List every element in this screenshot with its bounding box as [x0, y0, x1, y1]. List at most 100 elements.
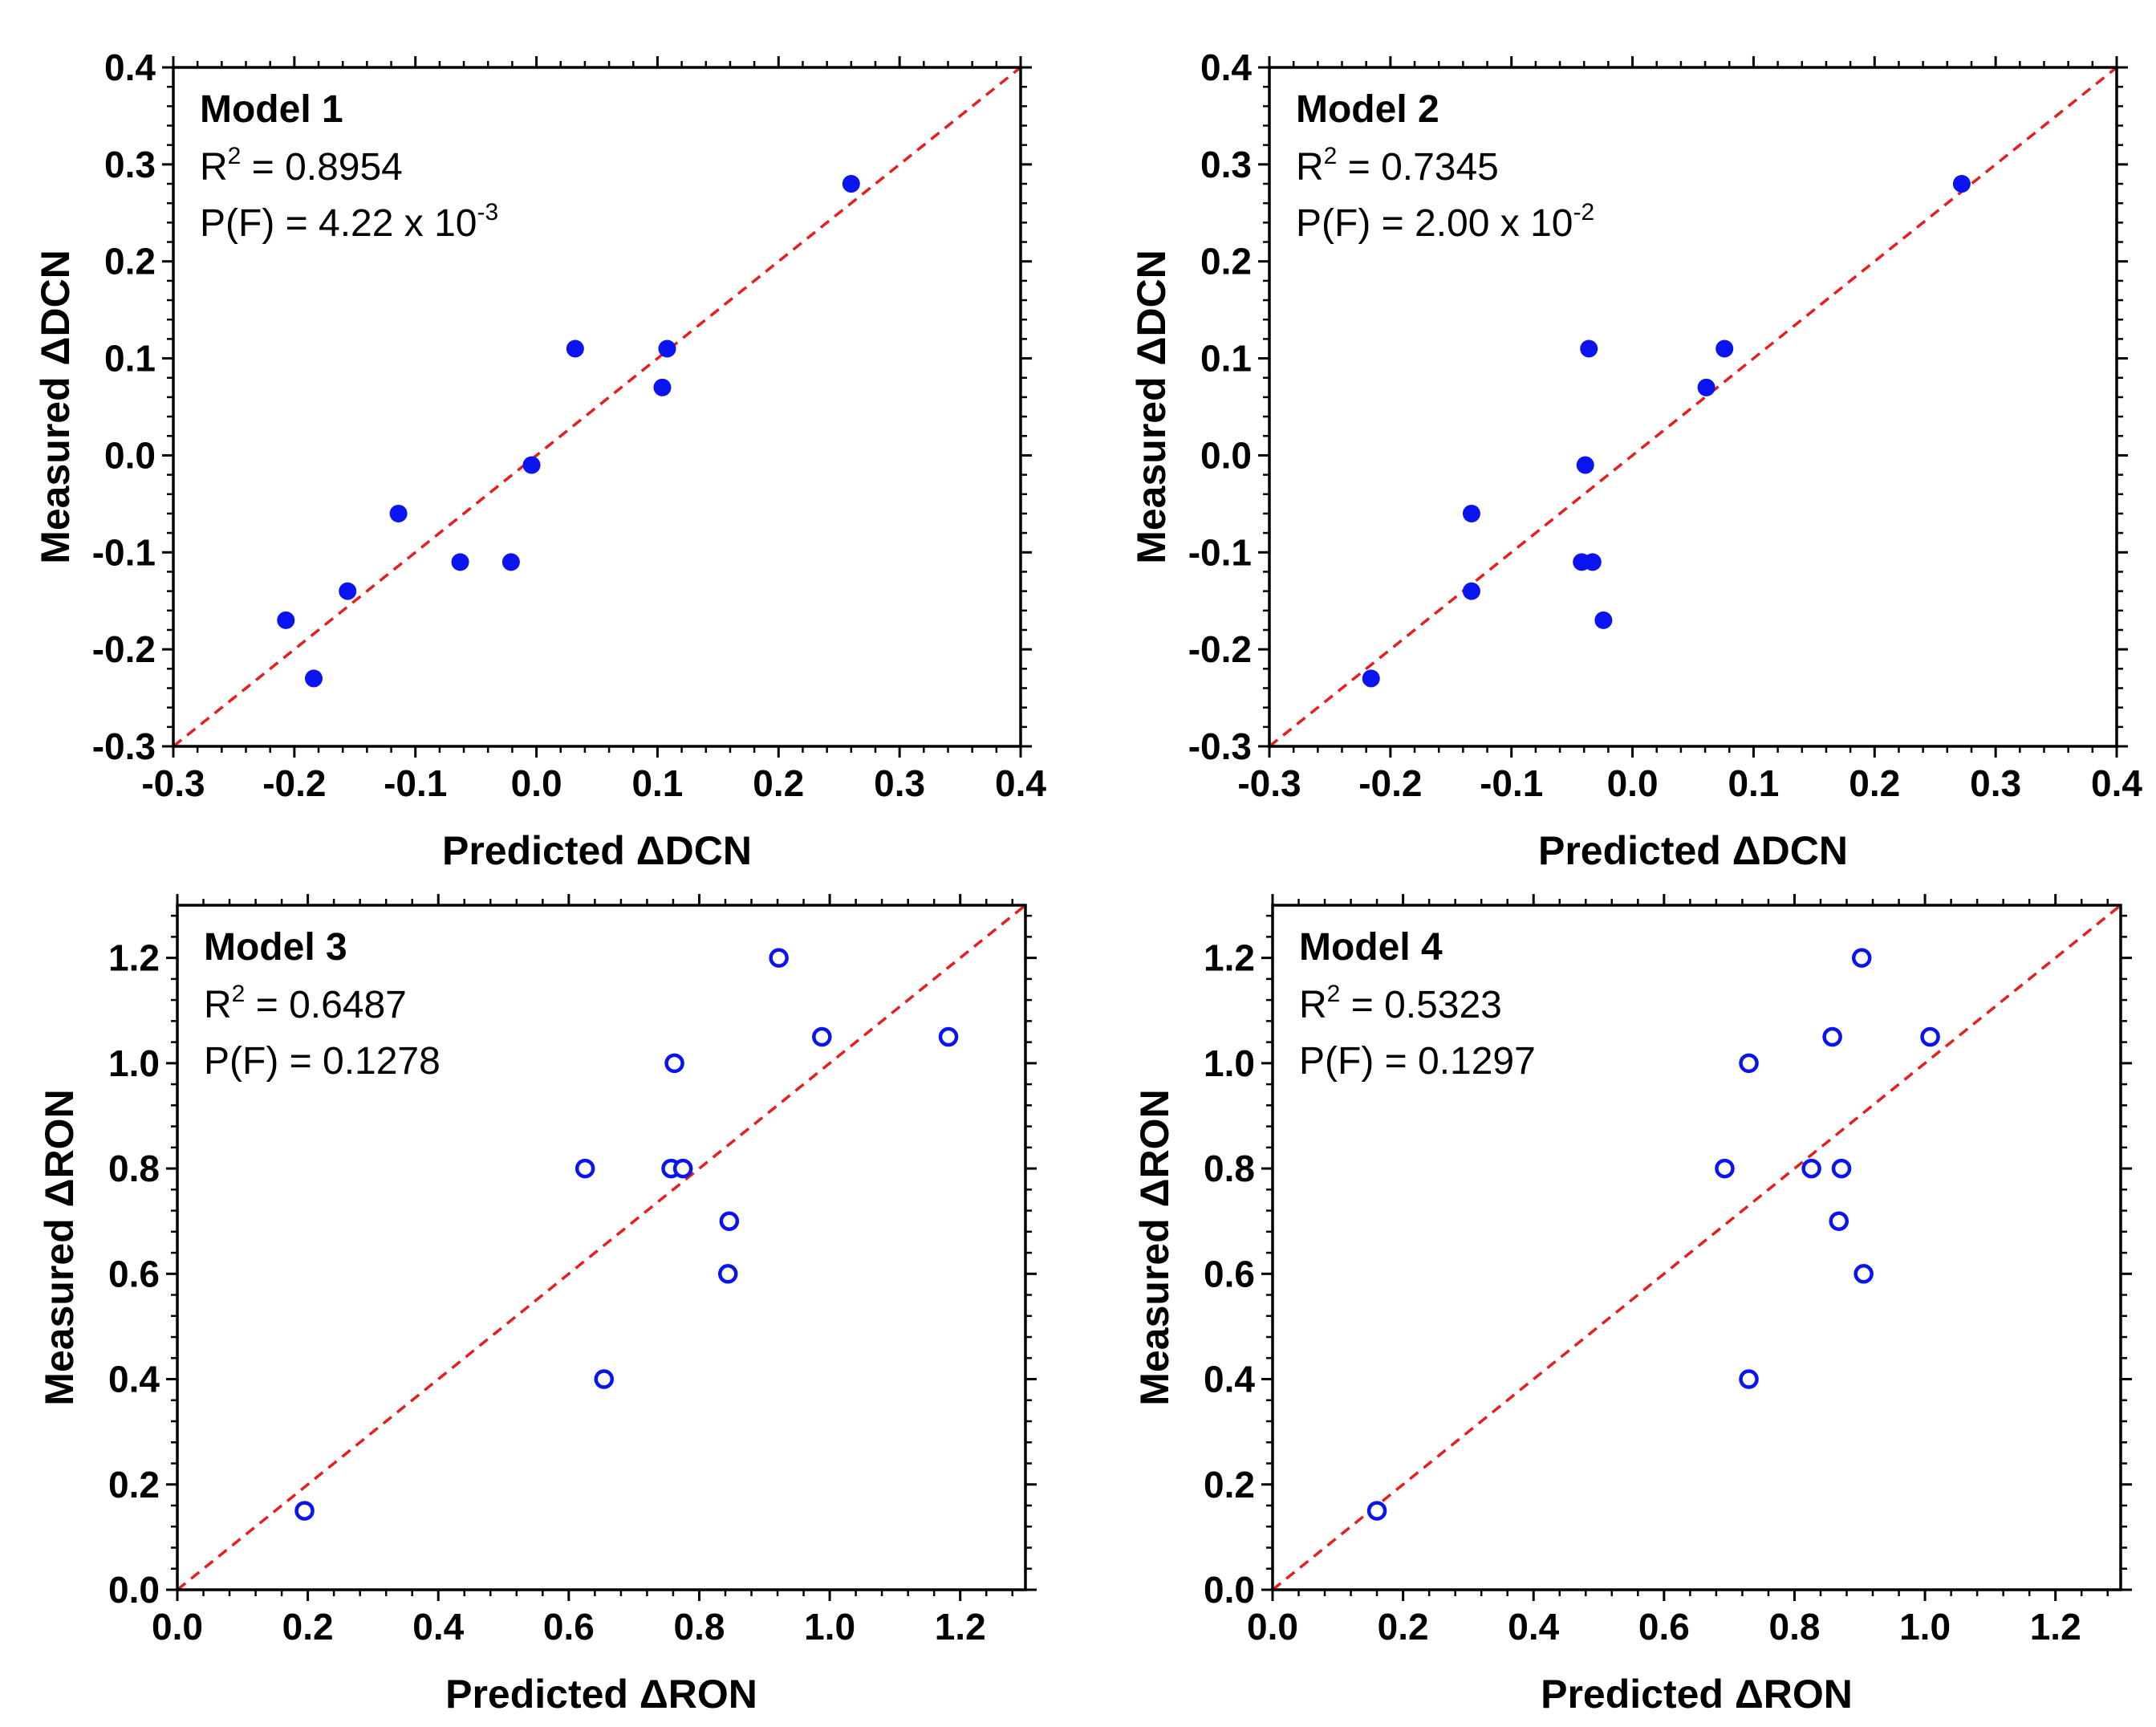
- x-tick-label: 1.2: [2030, 1606, 2081, 1648]
- r-squared-value: = 0.5323: [1340, 984, 1502, 1026]
- data-point: [653, 378, 672, 396]
- panel-4: 0.0 0.2 0.4 0.6 0.8 1.0 1.2 0.0 0.2 0.4 0.6 0.8 1.0 1…: [1132, 894, 2132, 1717]
- y-tick-label: 0.1: [104, 338, 156, 380]
- r-squared-text: R2 = 0.8954: [200, 143, 403, 189]
- x-tick-label: -0.3: [141, 762, 205, 804]
- r-squared-symbol: R: [204, 984, 232, 1026]
- pf-text: P(F) = 0.1278: [204, 1040, 441, 1083]
- r-squared-value: = 0.8954: [241, 146, 403, 189]
- y-tick-label: 0.0: [104, 434, 156, 476]
- data-point: [1829, 1211, 1849, 1231]
- y-tick-label: 0.1: [1200, 338, 1252, 380]
- pf-exponent: -3: [477, 199, 499, 226]
- data-point: [304, 669, 323, 688]
- x-tick-label: 0.8: [673, 1606, 725, 1648]
- data-point: [842, 175, 860, 193]
- panel-1: -0.3 -0.2 -0.1 0.0 0.1 0.2 0.3 0.4 -0.3 -0.2 -0.1 0…: [33, 47, 1046, 873]
- data-point: [594, 1369, 615, 1389]
- plot-frame: [172, 66, 1022, 748]
- y-tick-label: 0.3: [1200, 144, 1252, 185]
- model-label: Model 3: [204, 926, 347, 969]
- data-point: [389, 504, 408, 522]
- r-squared-superscript: 2: [228, 143, 242, 169]
- x-tick-label: -0.2: [1358, 762, 1422, 804]
- x-tick-label: 0.3: [874, 762, 925, 804]
- r-squared-symbol: R: [200, 146, 228, 189]
- data-point: [451, 553, 469, 571]
- y-tick-label: 0.2: [1204, 1464, 1255, 1506]
- x-tick-label: -0.1: [384, 762, 447, 804]
- data-point: [1697, 378, 1715, 396]
- x-axis-title: Predicted ΔDCN: [1538, 828, 1848, 873]
- x-tick-label: 0.4: [412, 1606, 464, 1648]
- data-point: [1920, 1026, 1940, 1047]
- pf-value: P(F) = 4.22 x 10: [200, 202, 477, 245]
- y-axis-title: Measured ΔRON: [37, 1089, 82, 1405]
- y-tick-label: 0.6: [108, 1253, 160, 1294]
- y-tick-label: 0.8: [108, 1148, 160, 1189]
- data-point: [501, 553, 520, 571]
- x-tick-label: 0.1: [1728, 762, 1779, 804]
- y-tick-label: 1.0: [1204, 1042, 1255, 1084]
- y-tick-label: 0.3: [104, 144, 156, 185]
- data-point: [1822, 1026, 1842, 1047]
- x-tick-label: 0.4: [1508, 1606, 1559, 1648]
- data-point: [575, 1158, 595, 1179]
- x-tick-label: 0.6: [1638, 1606, 1690, 1648]
- pf-value: P(F) = 0.1278: [204, 1040, 441, 1083]
- r-squared-superscript: 2: [1324, 143, 1338, 169]
- x-tick-label: 0.0: [1247, 1606, 1298, 1648]
- data-point: [1362, 669, 1380, 688]
- r-squared-text: R2 = 0.6487: [204, 981, 407, 1026]
- plot-frame: [1268, 66, 2118, 748]
- data-point: [938, 1026, 959, 1047]
- x-tick-label: -0.1: [1480, 762, 1543, 804]
- data-point: [719, 1211, 740, 1231]
- reference-line: [1271, 904, 2122, 1591]
- y-tick-label: 0.2: [1200, 241, 1252, 282]
- x-tick-label: 1.0: [804, 1606, 855, 1648]
- x-tick-label: 0.8: [1768, 1606, 1820, 1648]
- data-point: [294, 1501, 315, 1521]
- data-point: [1594, 611, 1613, 629]
- data-point: [1580, 339, 1598, 358]
- data-point: [277, 611, 295, 629]
- panel-3: 0.0 0.2 0.4 0.6 0.8 1.0 1.2 0.0 0.2 0.4 0.6 0.8 1.0 1…: [37, 894, 1037, 1717]
- x-axis-title: Predicted ΔRON: [445, 1672, 757, 1717]
- plot-frame: [176, 904, 1027, 1591]
- data-point: [1739, 1369, 1759, 1389]
- y-tick-label: 0.4: [104, 47, 156, 88]
- pf-text: P(F) = 4.22 x 10-3: [200, 199, 498, 245]
- x-tick-label: 0.4: [995, 762, 1046, 804]
- data-point: [1366, 1501, 1387, 1521]
- x-tick-label: 0.4: [2091, 762, 2142, 804]
- r-squared-symbol: R: [1296, 146, 1324, 189]
- data-point: [566, 339, 584, 358]
- data-point: [1831, 1158, 1852, 1179]
- y-tick-label: 0.2: [108, 1464, 160, 1506]
- y-axis-title: Measured ΔDCN: [33, 250, 78, 564]
- x-tick-label: 0.3: [1970, 762, 2021, 804]
- model-label: Model 1: [200, 88, 343, 131]
- x-tick-label: -0.2: [262, 762, 326, 804]
- r-squared-symbol: R: [1299, 984, 1327, 1026]
- y-tick-label: 0.6: [1204, 1253, 1255, 1294]
- pf-exponent: -2: [1573, 199, 1595, 226]
- data-point: [1462, 582, 1480, 600]
- data-point: [1715, 1158, 1735, 1179]
- x-axis-title: Predicted ΔRON: [1541, 1672, 1853, 1717]
- y-tick-label: 1.0: [108, 1042, 160, 1084]
- pf-value: P(F) = 2.00 x 10: [1296, 202, 1573, 245]
- y-tick-label: -0.3: [1188, 725, 1252, 767]
- y-tick-label: 0.4: [1204, 1359, 1255, 1400]
- data-point: [1851, 948, 1872, 968]
- y-tick-label: -0.1: [1188, 531, 1252, 573]
- y-axis-title: Measured ΔRON: [1132, 1089, 1177, 1405]
- data-point: [769, 948, 789, 968]
- data-point: [522, 456, 541, 474]
- pf-text: P(F) = 0.1297: [1299, 1040, 1536, 1083]
- panel-2: -0.3 -0.2 -0.1 0.0 0.1 0.2 0.3 0.4 -0.3 -0.2 -0.1 0…: [1129, 47, 2142, 873]
- y-axis-title: Measured ΔDCN: [1129, 250, 1174, 564]
- data-point: [664, 1053, 684, 1074]
